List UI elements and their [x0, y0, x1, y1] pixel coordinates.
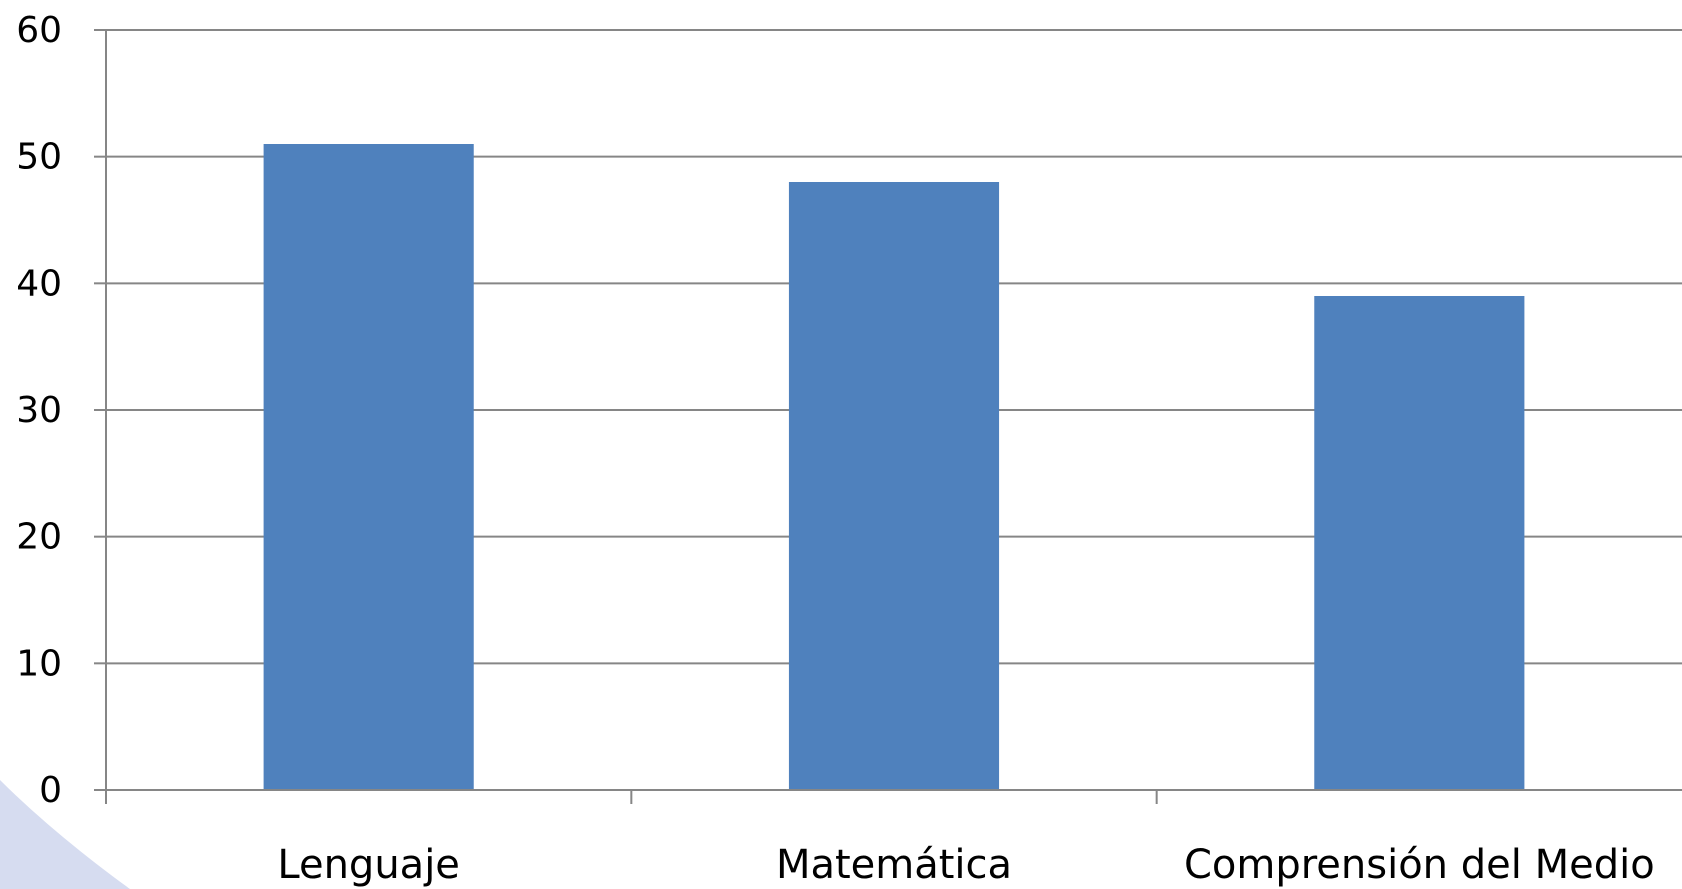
- bars: [263, 144, 1525, 790]
- y-tick-label: 60: [16, 10, 62, 51]
- bar: [1314, 296, 1525, 790]
- y-tick-label: 50: [16, 137, 62, 178]
- x-category-labels: Lenguaje Matemática Comprensión del Medio: [277, 842, 1654, 888]
- x-category-label: Lenguaje: [277, 842, 460, 888]
- y-tick-label: 0: [39, 770, 62, 811]
- bar: [263, 144, 474, 790]
- background-swoosh-decoration: [0, 780, 130, 889]
- y-tick-label: 10: [16, 643, 62, 684]
- axes: [94, 29, 1682, 804]
- bar: [788, 182, 1000, 790]
- x-category-label: Comprensión del Medio: [1184, 842, 1655, 888]
- y-tick-label: 20: [16, 517, 62, 558]
- x-category-label: Matemática: [776, 842, 1012, 888]
- y-tick-label: 30: [16, 390, 62, 431]
- y-tick-labels: 0 10 20 30 40 50 60: [16, 10, 62, 811]
- y-tick-label: 40: [16, 263, 62, 304]
